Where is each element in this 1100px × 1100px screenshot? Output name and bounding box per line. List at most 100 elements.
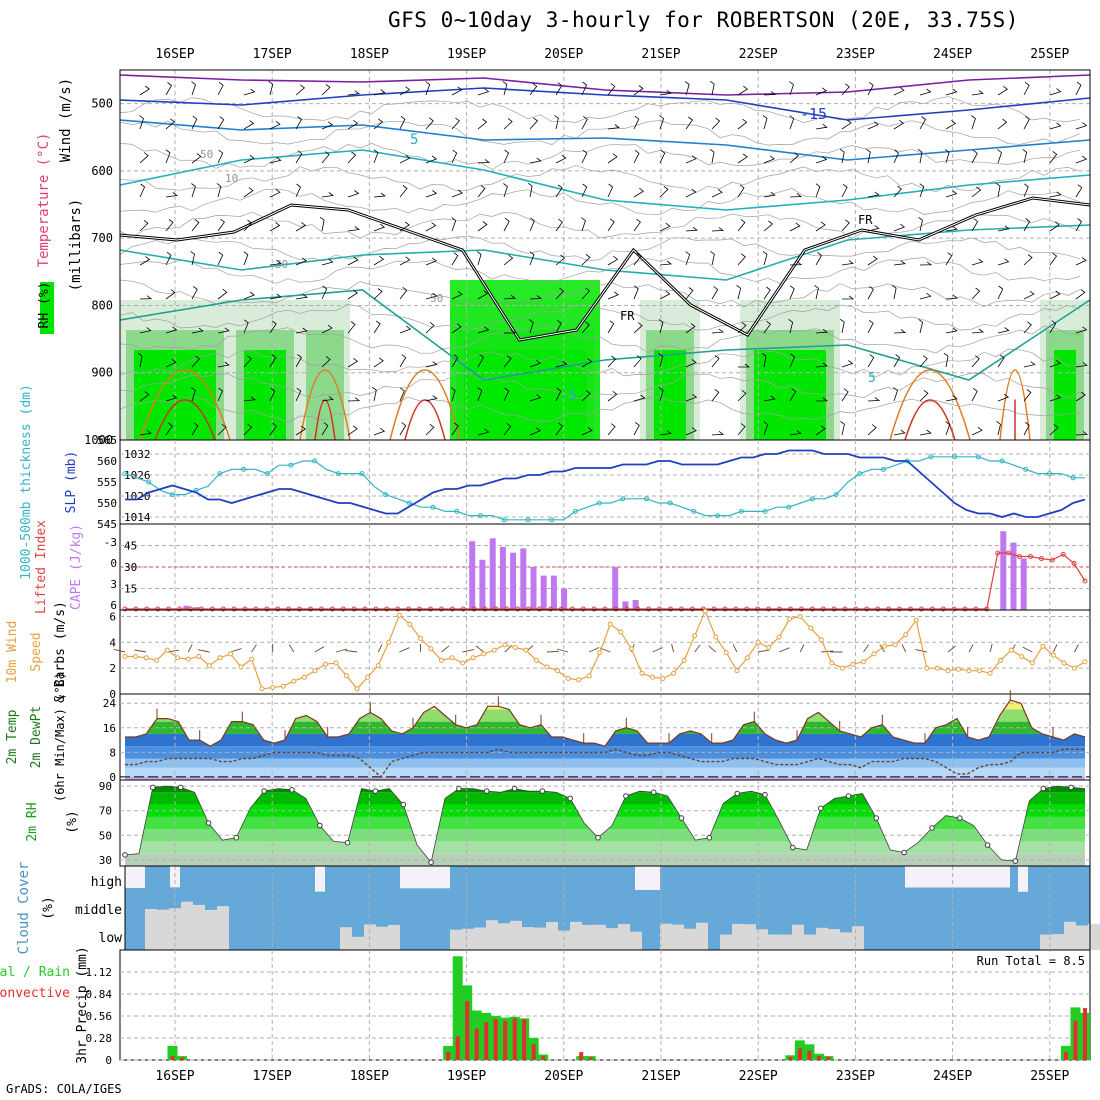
lifted-index-point	[373, 606, 379, 612]
rh-point	[122, 852, 128, 858]
wind-barb	[425, 322, 435, 334]
high-cloud-gap	[635, 866, 660, 890]
surface-wind-barb	[335, 648, 348, 653]
low-cloud-block	[181, 901, 193, 950]
lifted-index-point	[504, 606, 510, 612]
lifted-index-point	[242, 606, 248, 612]
low-cloud-block	[684, 928, 696, 950]
wind-barb	[165, 192, 178, 198]
rh-point	[428, 859, 434, 866]
lifted-index-point	[1071, 561, 1077, 566]
wind-barb	[1049, 359, 1062, 368]
wind-barb	[685, 393, 698, 402]
wind-axis-label-1: 10m Wind	[5, 621, 20, 684]
wind-barb	[477, 221, 488, 232]
wind-speed-point	[143, 655, 149, 661]
wind-barb	[1049, 394, 1062, 402]
low-cloud-block	[1076, 925, 1088, 950]
lifted-index-point	[548, 606, 553, 612]
wind-barb	[1075, 289, 1086, 300]
thickness-point	[478, 513, 484, 519]
contour-label: 5	[868, 371, 876, 386]
pressure-tick-label: 900	[91, 366, 113, 380]
wind-barb	[216, 183, 222, 198]
surface-wind-barb	[732, 644, 738, 653]
lifted-index-point	[220, 606, 226, 612]
wind-speed-point	[924, 665, 930, 671]
wind-barb	[503, 387, 510, 402]
lifted-index-point	[286, 606, 292, 612]
wind-barb	[945, 119, 957, 130]
wind-barb	[529, 427, 542, 436]
thickness-point	[596, 500, 602, 506]
surface-wind-barb	[1022, 646, 1033, 653]
wind-speed-point	[955, 666, 961, 672]
wind-barb	[815, 252, 823, 266]
temp-band	[125, 767, 1085, 777]
wind-barb	[971, 328, 985, 334]
wind-speed-point	[998, 657, 1004, 663]
wind-barb	[659, 149, 666, 164]
thickness-point	[241, 466, 246, 472]
lifted-index-point	[1006, 550, 1012, 556]
wind-barb	[269, 387, 276, 402]
wind-barb	[789, 430, 802, 436]
low-cloud-block	[510, 920, 522, 950]
wind-barb	[295, 327, 308, 334]
lifted-index-point	[253, 606, 259, 612]
wind-barb	[867, 397, 881, 402]
wind-barb	[919, 389, 929, 402]
wind-barb	[217, 327, 230, 334]
wind-barb	[191, 387, 196, 402]
wind-axis-label: Wind (m/s)	[58, 78, 74, 162]
wind-barb	[1023, 115, 1030, 130]
wind-barb	[399, 354, 407, 368]
wind-barb	[243, 423, 253, 436]
wind-barb	[581, 287, 591, 300]
wind-barb	[763, 91, 777, 96]
wind-speed-point	[523, 647, 529, 653]
wind-barb	[1023, 183, 1029, 198]
slp-tick-label: 1014	[124, 511, 151, 524]
wind-axis-label-2: Speed	[29, 632, 44, 671]
rh-point	[901, 849, 907, 856]
wind-barb	[347, 256, 359, 266]
cape-bar	[612, 567, 619, 610]
wind-barb	[191, 153, 202, 164]
cloud-level-label: middle	[75, 903, 122, 918]
surface-wind-barb	[1074, 644, 1079, 653]
wind-barb	[945, 421, 951, 436]
thickness-point	[525, 517, 531, 523]
low-cloud-block	[606, 928, 618, 950]
wind-speed-point	[797, 614, 803, 619]
high-cloud-gap	[1018, 866, 1028, 892]
date-label-bottom: 20SEP	[544, 1069, 583, 1080]
wind-barb	[425, 257, 438, 266]
low-cloud-block	[672, 924, 684, 950]
wind-barb	[893, 149, 899, 164]
wind-barb	[399, 115, 406, 130]
cape-bar	[510, 552, 517, 610]
wind-barb	[815, 362, 829, 368]
contour-label: 50	[430, 292, 443, 305]
wind-axis-label-3: & Barbs (m/s)	[53, 601, 68, 703]
rh-axis-label: RH (%)	[37, 282, 52, 329]
lifted-index-point	[722, 606, 728, 612]
li-tick-label: 3	[110, 578, 117, 591]
lifted-index-point	[733, 606, 739, 612]
wind-speed-point	[481, 651, 487, 657]
high-cloud-gap	[315, 866, 325, 892]
wind-barb	[841, 360, 854, 368]
wind-barb	[425, 117, 434, 130]
wind-barb	[607, 183, 614, 198]
high-cloud-gap	[400, 866, 450, 889]
wind-barb	[1049, 191, 1062, 198]
surface-wind-barb	[799, 644, 805, 653]
temp-tick-label: 0	[109, 771, 116, 784]
lifted-index-point	[438, 606, 444, 612]
wind-speed-point	[407, 621, 413, 627]
thickness-point	[454, 508, 460, 514]
wind-barb	[633, 421, 640, 436]
rh-point	[595, 834, 601, 841]
